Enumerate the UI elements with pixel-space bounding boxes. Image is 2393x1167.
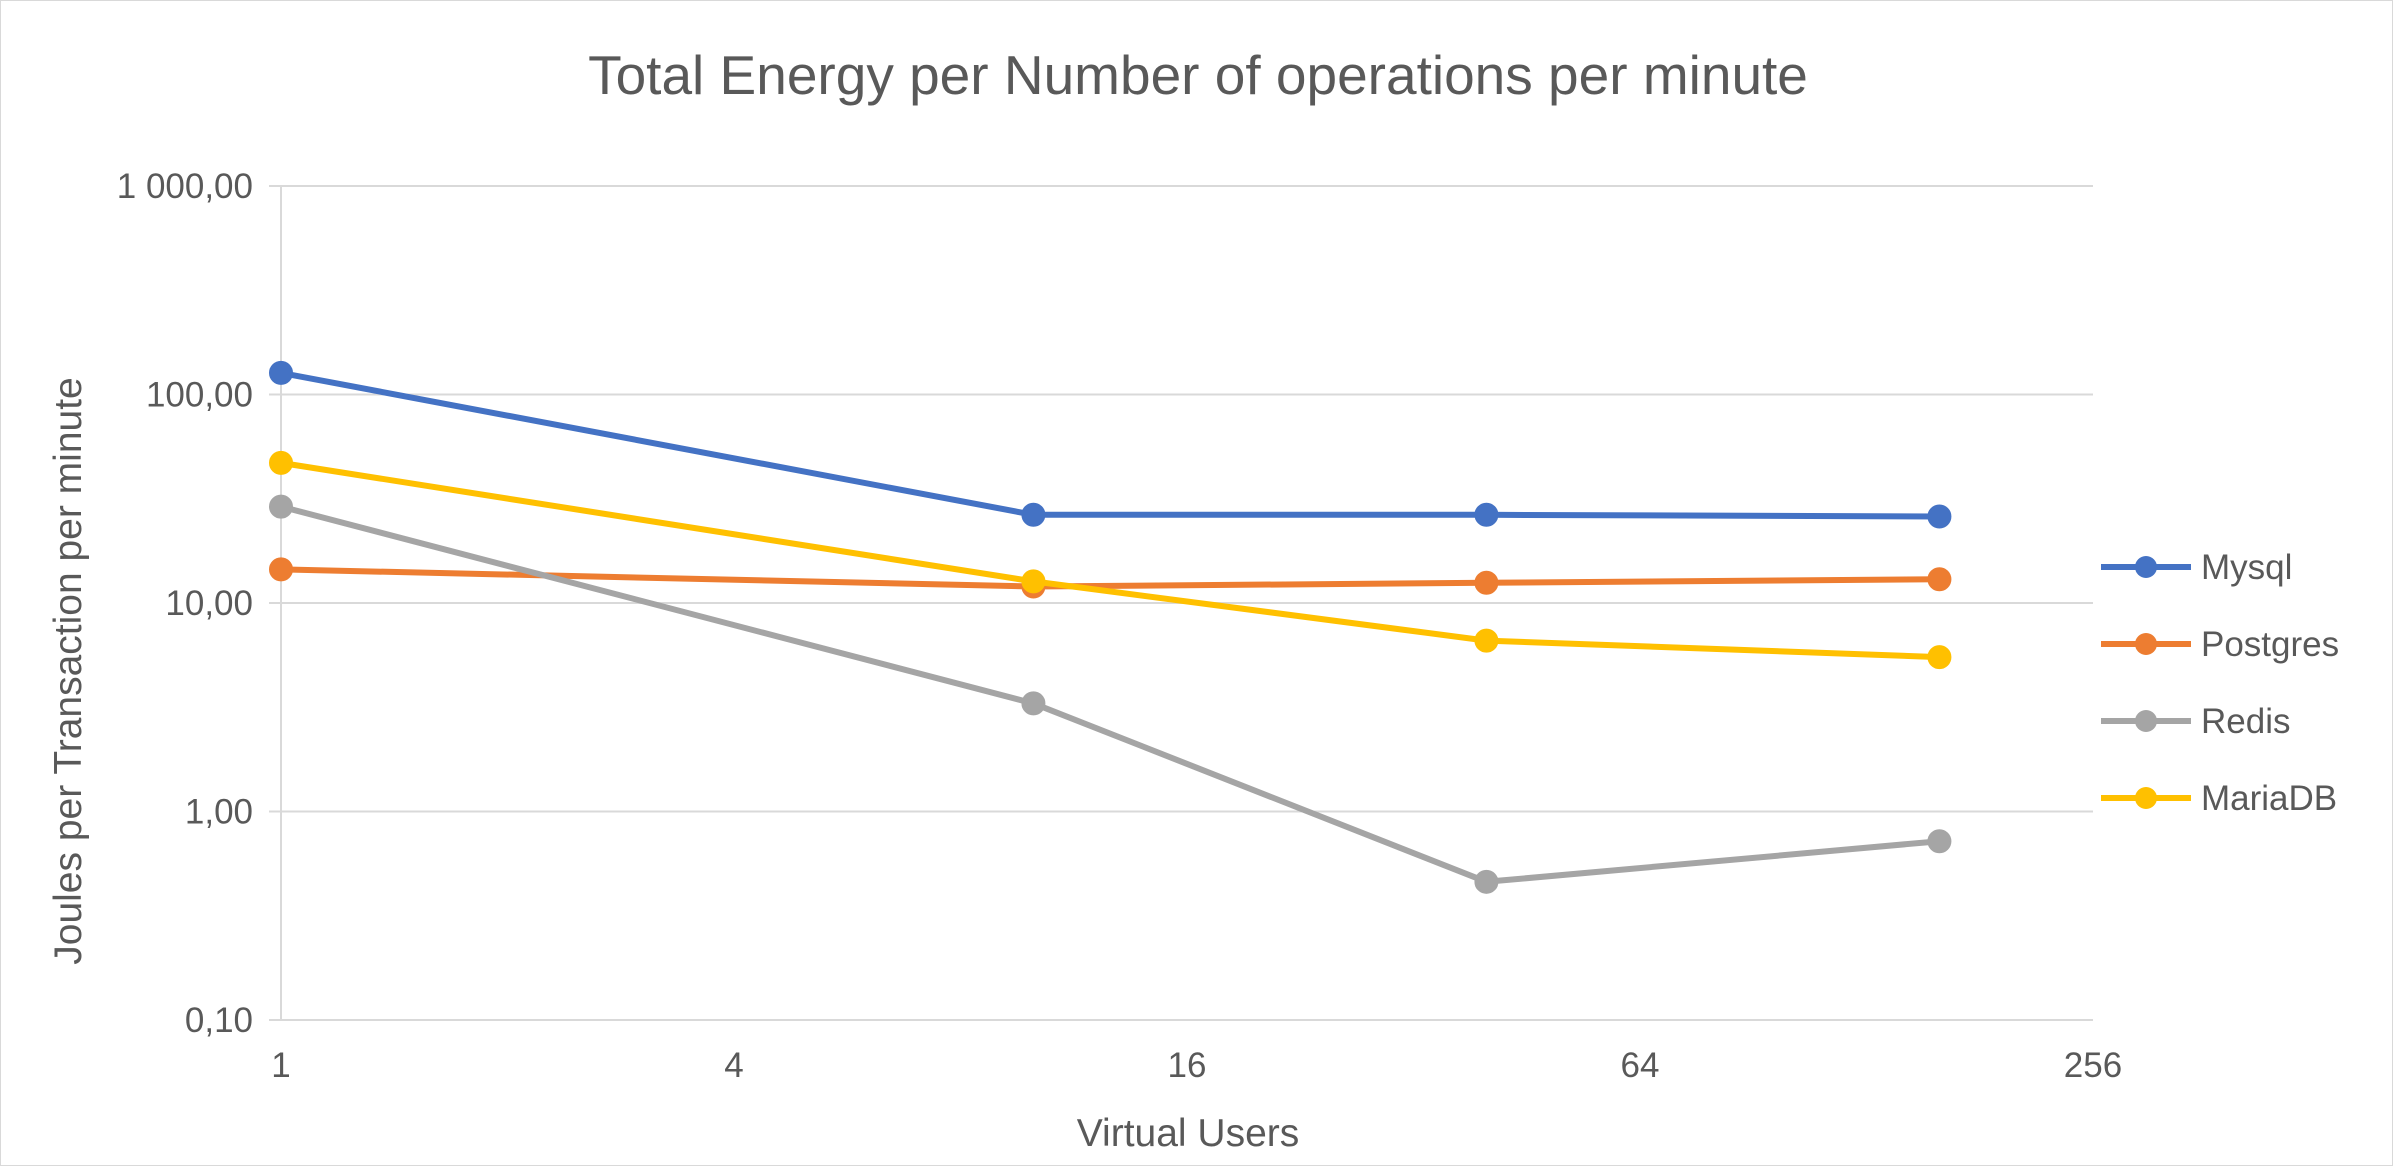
x-tick-label: 16 xyxy=(1168,1046,1207,1085)
data-point-redis xyxy=(1927,829,1952,854)
legend-item-redis: Redis xyxy=(2101,702,2290,741)
data-point-redis xyxy=(269,494,293,519)
legend-label: Postgres xyxy=(2201,625,2339,664)
legend-label: Redis xyxy=(2201,702,2290,741)
legend-swatch-marker xyxy=(2135,556,2157,578)
x-tick-label: 64 xyxy=(1621,1046,1660,1085)
x-axis-title: Virtual Users xyxy=(1077,1112,1300,1155)
data-point-mysql xyxy=(269,360,293,385)
chart-title: Total Energy per Number of operations pe… xyxy=(588,44,1808,106)
legend-item-postgres: Postgres xyxy=(2101,625,2339,664)
series-line-postgres xyxy=(278,566,1943,590)
data-point-postgres xyxy=(1927,567,1952,592)
y-tick-label: 10,00 xyxy=(165,584,253,623)
legend-label: MariaDB xyxy=(2201,779,2337,818)
data-point-mariadb xyxy=(1927,645,1952,670)
series-line-redis xyxy=(278,503,1943,885)
y-tick-label: 1 000,00 xyxy=(117,167,253,206)
series-line-mysql xyxy=(278,369,1943,520)
data-point-mariadb xyxy=(1021,569,1046,594)
x-tick-label: 4 xyxy=(724,1046,743,1085)
data-point-postgres xyxy=(269,557,293,582)
y-tick-label: 0,10 xyxy=(185,1001,253,1040)
data-point-mariadb xyxy=(269,450,293,475)
data-point-mysql xyxy=(1927,504,1952,529)
y-tick-label: 1,00 xyxy=(185,793,253,832)
series-line-mariadb xyxy=(278,459,1943,661)
x-tick-label: 1 xyxy=(271,1046,290,1085)
legend-item-mysql: Mysql xyxy=(2101,548,2292,587)
y-tick-label: 100,00 xyxy=(146,376,253,415)
legend-swatch-marker xyxy=(2135,633,2157,655)
data-point-redis xyxy=(1021,691,1046,716)
data-point-redis xyxy=(1474,869,1499,894)
data-point-mysql xyxy=(1474,502,1499,527)
legend-label: Mysql xyxy=(2201,548,2292,587)
legend-swatch-marker xyxy=(2135,787,2157,809)
y-axis-title: Joules per Transaction per minute xyxy=(47,377,90,964)
legend-item-mariadb: MariaDB xyxy=(2101,779,2337,818)
data-point-mariadb xyxy=(1474,628,1499,653)
x-tick-label: 256 xyxy=(2064,1046,2122,1085)
data-point-mysql xyxy=(1021,502,1046,527)
data-point-postgres xyxy=(1474,570,1499,595)
legend-swatch-marker xyxy=(2135,710,2157,732)
